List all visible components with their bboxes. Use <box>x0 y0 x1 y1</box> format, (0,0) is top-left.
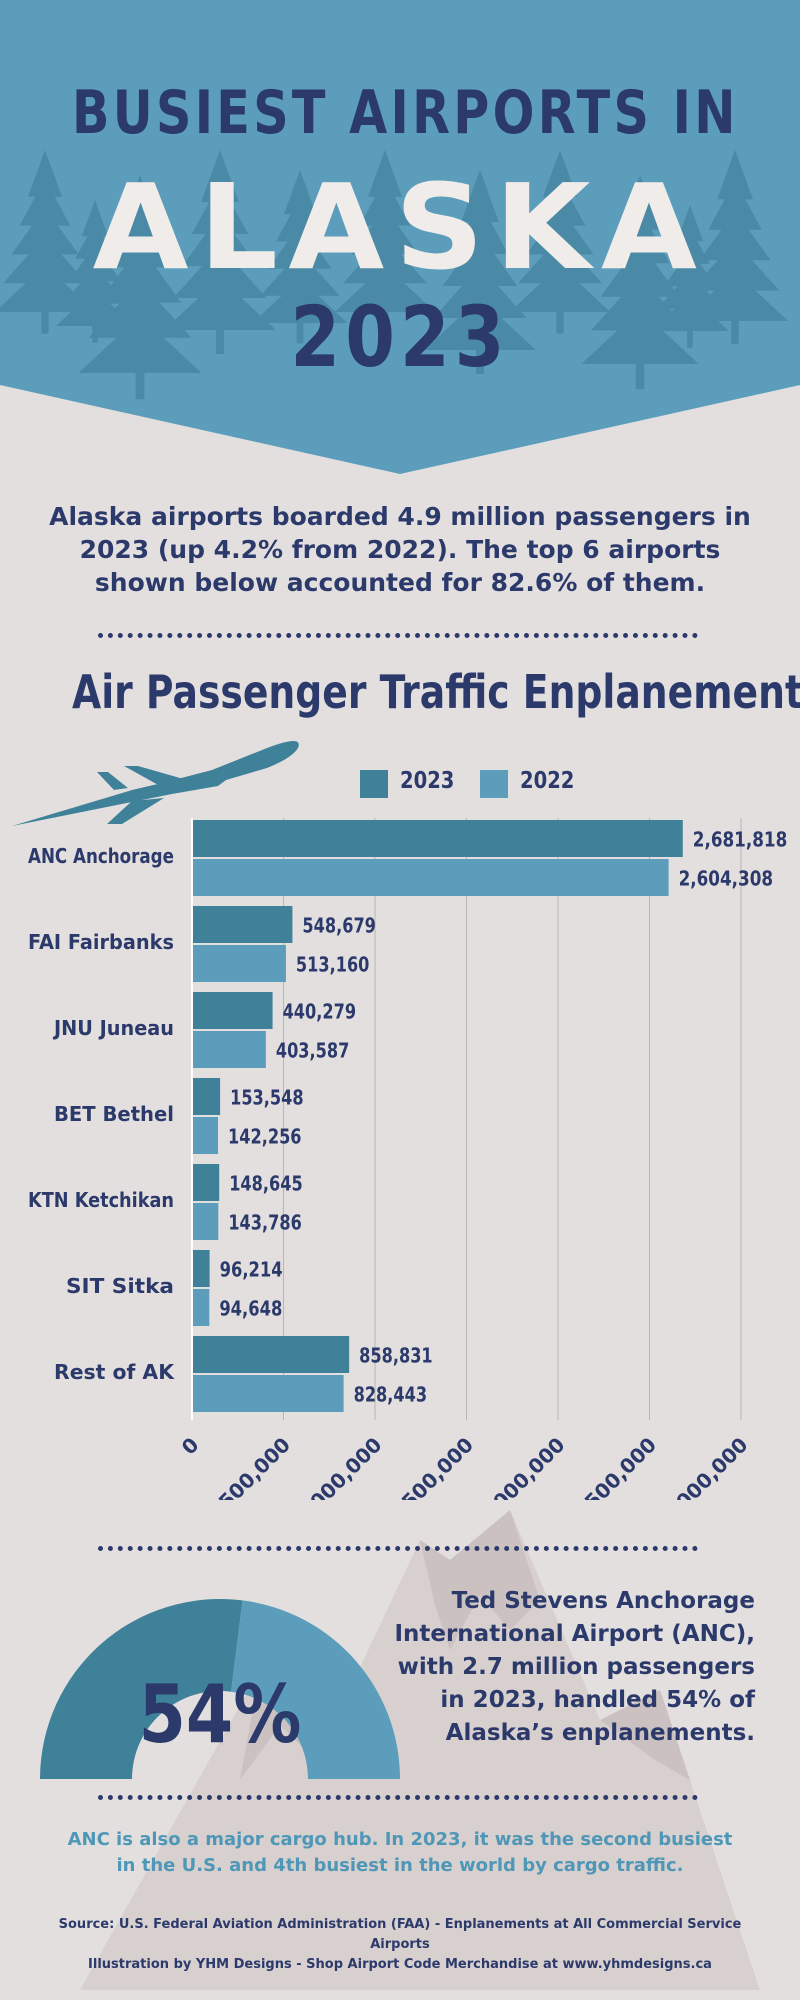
cargo-text: ANC is also a major cargo hub. In 2023, … <box>67 1829 733 1876</box>
pine-tree-icon <box>0 150 789 400</box>
gauge-percent: 54% <box>138 1668 302 1761</box>
bar-2023 <box>192 1250 210 1287</box>
category-label: FAI Fairbanks <box>28 930 174 954</box>
anc-summary-text: Ted Stevens Anchorage International Airp… <box>394 1588 755 1746</box>
divider-dotted <box>98 1795 698 1800</box>
intro-text: Alaska airports boarded 4.9 million pass… <box>49 502 751 597</box>
data-label: 2,604,308 <box>679 867 774 891</box>
bar-2023 <box>192 1164 220 1201</box>
gauge-chart <box>40 1599 401 1779</box>
pine-tree-icon <box>681 150 789 344</box>
bar-2022 <box>192 1289 210 1326</box>
x-tick-label: 0 <box>177 1433 204 1460</box>
divider-dotted <box>98 1546 698 1551</box>
bar-2022 <box>192 1203 219 1240</box>
bar-2023 <box>192 992 273 1029</box>
category-label: Rest of AK <box>54 1360 176 1384</box>
legend-label-2022: 2022 <box>520 768 575 794</box>
data-label: 96,214 <box>220 1258 283 1282</box>
legend-swatch-2023 <box>360 770 388 798</box>
pine-tree-icon <box>509 150 611 334</box>
legend-label-2023: 2023 <box>400 768 455 794</box>
data-label: 858,831 <box>359 1344 433 1368</box>
airplane-icon <box>12 741 299 826</box>
source-line: Source: U.S. Federal Aviation Administra… <box>58 1917 742 1952</box>
x-tick-label: 1,500,000 <box>381 1433 478 1500</box>
data-label: 148,645 <box>229 1172 302 1196</box>
source-text: Source: U.S. Federal Aviation Administra… <box>30 1915 770 1975</box>
category-label: BET Bethel <box>54 1102 174 1126</box>
gauge-remaining-segment <box>231 1600 401 1779</box>
pine-tree-icon <box>78 175 202 400</box>
category-label: SIT Sitka <box>66 1274 174 1298</box>
data-label: 94,648 <box>219 1297 282 1321</box>
pine-tree-icon <box>334 150 436 334</box>
pine-tree-icon <box>252 170 348 344</box>
credit-line: Illustration by YHM Designs - Shop Airpo… <box>88 1957 712 1972</box>
data-label: 153,548 <box>230 1086 304 1110</box>
title-line-2: ALASKA <box>92 158 708 296</box>
bar-2022 <box>192 1117 219 1154</box>
data-label: 143,786 <box>228 1211 302 1235</box>
bar-2023 <box>192 1336 350 1373</box>
data-label: 548,679 <box>302 914 376 938</box>
pine-tree-icon <box>650 205 730 348</box>
category-label: JNU Juneau <box>52 1016 174 1040</box>
x-tick-label: 500,000 <box>214 1433 295 1500</box>
data-label: 513,160 <box>296 953 370 977</box>
title-line-1: BUSIEST AIRPORTS IN <box>72 78 739 148</box>
bar-2022 <box>192 945 286 982</box>
banner-background <box>0 0 800 474</box>
header-banner: BUSIEST AIRPORTS IN ALASKA 2023 <box>0 0 800 480</box>
data-label: 440,279 <box>283 1000 357 1024</box>
pine-tree-icon <box>55 200 135 343</box>
category-label: ANC Anchorage <box>28 844 174 868</box>
data-label: 403,587 <box>276 1039 350 1063</box>
bar-2022 <box>192 859 669 896</box>
pine-tree-icon <box>0 150 96 334</box>
x-tick-label: 3,000,000 <box>656 1433 753 1500</box>
data-label: 828,443 <box>354 1383 428 1407</box>
pine-tree-icon <box>424 170 536 374</box>
pine-tree-icon <box>581 175 699 390</box>
pine-tree-icon <box>164 150 276 354</box>
data-label: 142,256 <box>228 1125 301 1149</box>
bar-2023 <box>192 820 683 857</box>
chart-title: Air Passenger Traffic Enplanements <box>72 665 800 719</box>
bar-2022 <box>192 1031 266 1068</box>
bar-chart: ANC Anchorage 2,681,818 2,604,308 FAI Fairb… <box>28 818 788 1500</box>
legend-swatch-2022 <box>480 770 508 798</box>
title-year: 2023 <box>290 288 510 386</box>
x-tick-label: 2,500,000 <box>564 1433 661 1500</box>
data-label: 2,681,818 <box>693 828 788 852</box>
divider-dotted <box>98 633 698 638</box>
bar-2022 <box>192 1375 344 1412</box>
x-tick-label: 2,000,000 <box>473 1433 570 1500</box>
x-tick-label: 1,000,000 <box>290 1433 387 1500</box>
bar-2023 <box>192 1078 221 1115</box>
category-label: KTN Ketchikan <box>28 1188 174 1212</box>
bar-2023 <box>192 906 293 943</box>
gauge-filled-segment <box>40 1599 243 1779</box>
